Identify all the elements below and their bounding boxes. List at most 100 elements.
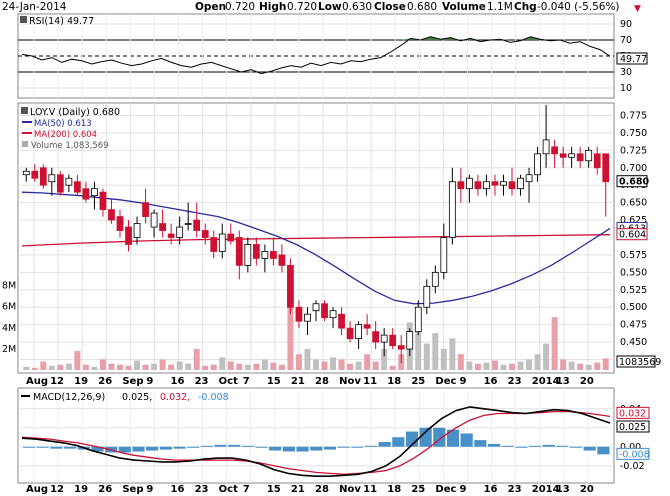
x-axis-label: 13 <box>556 484 570 495</box>
macd-box-macd <box>616 420 650 433</box>
x-axis-label: Nov <box>339 484 361 495</box>
macd-hist-bar <box>200 445 213 447</box>
volume-bar <box>534 354 541 370</box>
candle-body <box>440 237 448 273</box>
x-axis-label: 25 <box>411 376 425 387</box>
candle-body <box>184 223 192 225</box>
candle-body <box>559 153 567 158</box>
candle-body <box>99 191 107 211</box>
rsi-tick-label: 10 <box>620 83 632 94</box>
candle-body <box>193 219 201 231</box>
x-axis-label: 11 <box>363 376 377 387</box>
volume-bar <box>560 359 567 370</box>
volume-bar <box>210 364 217 370</box>
volume-value: 1.1M <box>487 1 513 13</box>
volume-legend: Volume 1,083,569 <box>31 141 109 151</box>
low-label: Low <box>318 1 342 13</box>
macd-grid <box>18 388 614 483</box>
candle-body <box>389 334 397 346</box>
volume-label: Volume <box>442 1 486 13</box>
volume-bar <box>253 363 260 370</box>
chg-value: -0.040 (-5.56%) <box>537 1 620 13</box>
volume-bar <box>91 366 98 370</box>
macd-box-macd-value: 0.025 <box>619 422 646 433</box>
volume-bar <box>99 359 106 370</box>
candles <box>22 105 610 364</box>
macd-hist-bar <box>392 437 405 447</box>
price-box-close-value: 0.680 <box>619 177 649 188</box>
volume-bar <box>202 365 209 370</box>
candle-body <box>380 334 388 343</box>
x-axis-label: 28 <box>315 376 329 387</box>
macd-hist-bar <box>214 444 227 447</box>
price-box-ma200 <box>616 228 648 241</box>
volume-bar <box>330 357 337 370</box>
candle-body <box>91 188 98 197</box>
volume-bar <box>321 361 328 370</box>
macd-hist-bar <box>36 446 49 448</box>
macd-hist-bar <box>282 446 295 452</box>
macd-legend-macd: 0.025, <box>122 392 152 403</box>
macd-panel <box>17 387 615 484</box>
candle-body <box>329 310 337 319</box>
candle-body <box>525 174 533 183</box>
price-tick-label: 0.650 <box>620 198 647 209</box>
rsi-grid <box>18 14 614 98</box>
x-axis-label: 13 <box>556 376 570 387</box>
volume-bar <box>389 365 396 370</box>
rsi-tick-label: 90 <box>620 19 632 30</box>
macd-hist-bar <box>460 433 473 447</box>
macd-hist-bar <box>228 444 241 447</box>
macd-hist-bar <box>542 444 555 447</box>
x-axis-label: 23 <box>195 376 209 387</box>
x-axis-label: 12 <box>50 484 64 495</box>
candle-body <box>142 202 149 217</box>
candle-body <box>542 139 550 155</box>
volume-bar <box>125 365 132 370</box>
price-tick-label: 0.625 <box>620 215 647 226</box>
volume-bar <box>168 364 175 370</box>
price-tick-label: 0.575 <box>620 250 647 261</box>
x-axis-top: Aug 12 19 26 Sep 9 16 23 Oct 7 15 21 28 Nov 11 18 25 Dec 9… <box>26 376 594 387</box>
volume-bar <box>65 363 72 370</box>
macd-hist-bar <box>323 446 337 450</box>
x-axis-label: 16 <box>171 484 185 495</box>
macd-hist-bar <box>64 446 77 449</box>
x-axis-label: 21 <box>291 484 305 495</box>
candle-body <box>244 244 252 266</box>
candle-body <box>167 233 175 238</box>
macd-lines <box>21 406 611 478</box>
candle-body <box>500 181 507 186</box>
candle-body <box>568 153 576 158</box>
candle-body <box>39 167 47 186</box>
candle-body <box>346 327 354 340</box>
candle-body <box>406 331 414 350</box>
volume-bar <box>176 361 183 370</box>
candle-body <box>491 181 499 186</box>
candle-body <box>372 331 380 343</box>
price-tick-label: 0.450 <box>620 337 647 348</box>
volume-bar <box>23 366 30 370</box>
x-axis-label: 16 <box>171 376 185 387</box>
x-axis-label: 15 <box>267 376 281 387</box>
x-axis-label: 18 <box>387 376 401 387</box>
x-axis-label: 16 <box>484 484 498 495</box>
volume-bar <box>509 363 515 370</box>
x-axis-label: 26 <box>98 484 112 495</box>
x-axis-label: 2014 <box>532 376 560 387</box>
volume-bar <box>287 296 294 370</box>
x-axis-label: 23 <box>195 484 209 495</box>
candle-body <box>534 153 541 176</box>
volume-bar <box>74 351 81 370</box>
macd-legend-name: MACD(12,26,9) <box>33 392 105 403</box>
macd-hist-bar <box>132 446 145 452</box>
x-axis-label: 20 <box>580 484 594 495</box>
macd-hist-bar <box>337 446 350 448</box>
candle-body <box>218 233 226 252</box>
x-axis-label: Dec <box>435 376 456 387</box>
candle-body <box>295 306 303 322</box>
volume-bar <box>295 354 302 370</box>
volume-bar <box>57 364 64 370</box>
rsi-value-box <box>616 52 648 65</box>
x-axis-label: Oct <box>219 376 238 387</box>
